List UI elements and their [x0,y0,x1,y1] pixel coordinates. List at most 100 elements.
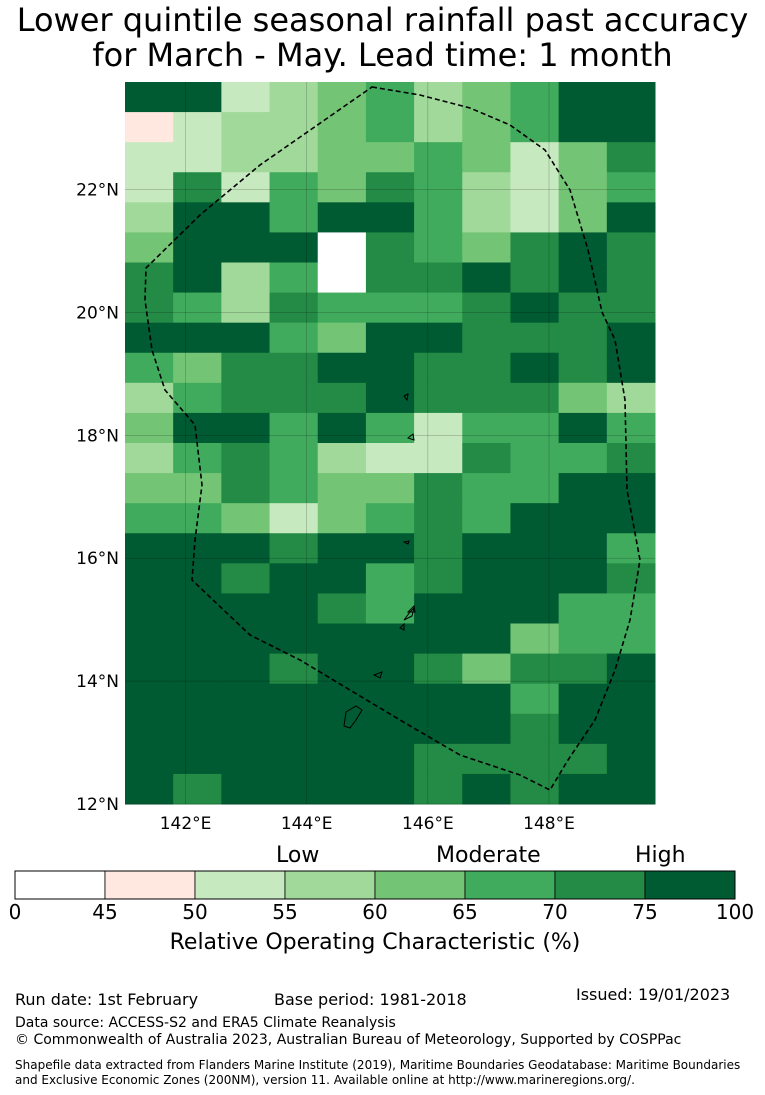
grid-cell [269,82,319,113]
grid-cell [125,533,174,564]
grid-cell [606,773,656,805]
grid-cell [606,683,656,715]
grid-cell [510,172,560,203]
grid-cell [173,473,222,504]
grid-cell [125,713,174,745]
colorbar-segment [374,870,466,900]
grid-cell [125,743,174,775]
colorbar-segment [554,870,646,900]
grid-cell [462,232,511,263]
grid-cell [510,713,560,745]
data-source: Data source: ACCESS-S2 and ERA5 Climate … [15,1015,396,1031]
grid-cell [125,262,174,294]
grid-cell [221,623,271,655]
grid-cell [173,653,222,685]
grid-cell [606,593,656,624]
grid-cell [269,563,319,594]
grid-cell [414,713,463,745]
grid-cell [269,683,319,715]
grid-cell [317,82,367,113]
grid-cell [414,653,463,685]
grid-cell [125,443,174,474]
grid-cell [173,713,222,745]
lat-tick-label: 22°N [76,181,119,201]
grid-cell [365,713,415,745]
grid-cell [221,443,271,474]
grid-cell [510,82,560,113]
grid-cell [414,292,463,324]
grid-cell [558,743,608,775]
grid-cell [558,352,608,384]
grid-cell [510,593,560,624]
grid-cell [414,443,463,474]
grid-cell [269,112,319,143]
grid-cell [414,322,463,354]
grid-cell [414,743,463,775]
grid-cell [462,623,511,655]
grid-cell [558,172,608,203]
colorbar-tick-label: 100 [715,900,755,924]
grid-cell [365,142,415,173]
grid-cells [125,82,656,805]
map-title-line1: Lower quintile seasonal rainfall past ac… [16,1,749,39]
grid-cell [221,322,271,354]
grid-cell [414,382,463,414]
grid-cell [269,412,319,444]
grid-cell [173,443,222,474]
grid-cell [558,322,608,354]
grid-cell [558,773,608,805]
grid-cell [510,352,560,384]
grid-cell [365,232,415,263]
grid-cell [269,352,319,384]
grid-cell [365,443,415,474]
grid-cell [125,232,174,263]
grid-cell [173,82,222,113]
grid-cell [414,563,463,594]
legend-low-label: Low [276,843,320,868]
base-period: Base period: 1981-2018 [274,990,467,1009]
grid-cell [510,683,560,715]
grid-cell [269,382,319,414]
grid-cell [125,593,174,624]
grid-cell [173,352,222,384]
grid-cell [269,533,319,564]
grid-cell [221,683,271,715]
colorbar-segment [464,870,556,900]
grid-cell [269,653,319,685]
grid-cell [606,172,656,203]
grid-cell [317,593,367,624]
grid-cell [414,232,463,263]
colorbar-title: Relative Operating Characteristic (%) [169,930,581,955]
grid-cell [365,382,415,414]
grid-cell [462,473,511,504]
grid-cell [510,292,560,324]
grid-cell [462,653,511,685]
lat-tick-label: 12°N [76,795,119,815]
lon-tick-label: 142°E [160,814,212,834]
grid-cell [462,172,511,203]
grid-cell [221,412,271,444]
graticule [125,82,655,805]
grid-cell [125,653,174,685]
grid-cell [606,262,656,294]
grid-cell [125,623,174,655]
grid-cell [365,743,415,775]
grid-cell [173,773,222,805]
grid-cell [558,503,608,534]
grid-cell [317,713,367,745]
grid-cell [317,503,367,534]
grid-cell [365,623,415,655]
grid-cell [606,503,656,534]
island-agrihan [403,393,409,402]
lon-tick-label: 146°E [402,814,454,834]
grid-cell [606,473,656,504]
grid-cell [221,142,271,173]
lon-tick-label: 148°E [523,814,575,834]
grid-cell [173,262,222,294]
grid-cell [221,743,271,775]
grid-cell [558,533,608,564]
grid-cell [173,563,222,594]
grid-cell [414,683,463,715]
grid-cell [510,112,560,143]
